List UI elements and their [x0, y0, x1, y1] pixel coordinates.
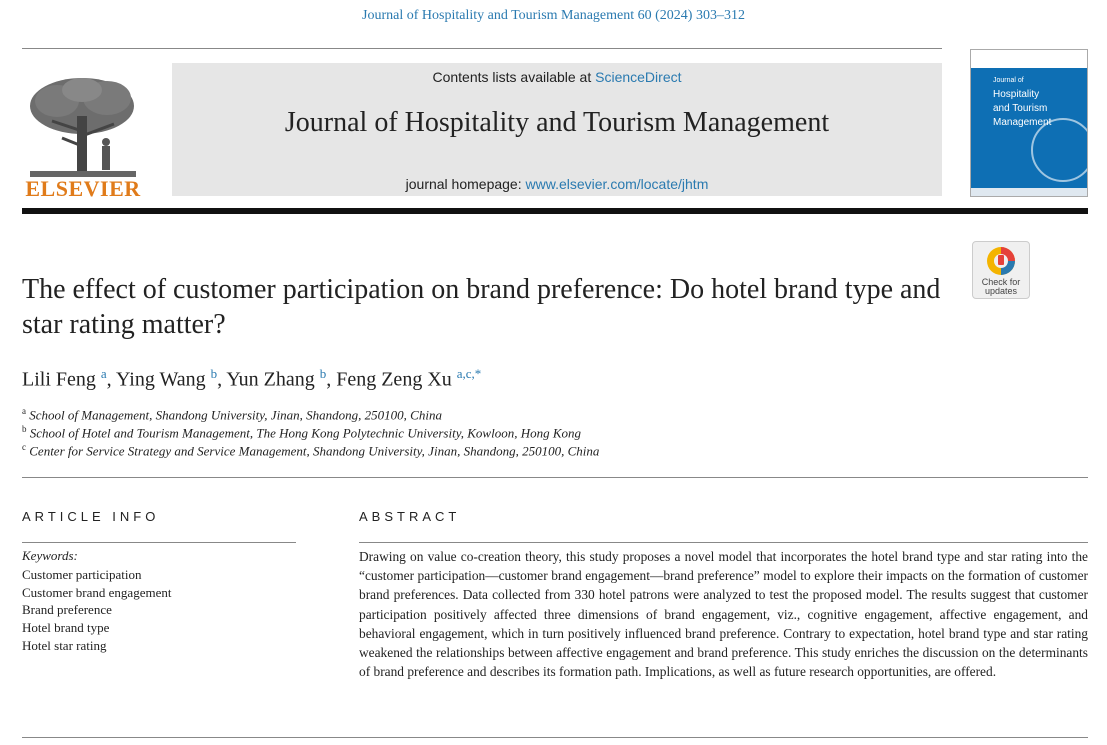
- author-affiliation-mark[interactable]: b: [210, 366, 218, 381]
- article-info-divider: [22, 542, 296, 543]
- check-updates-icon: [987, 247, 1015, 275]
- article-title: The effect of customer participation on …: [22, 274, 941, 340]
- author-name[interactable]: Yun Zhang: [226, 368, 315, 391]
- homepage-line: journal homepage: www.elsevier.com/locat…: [172, 176, 942, 192]
- check-for-updates-button[interactable]: Check for updates: [972, 241, 1030, 299]
- affiliation-text: School of Hotel and Tourism Management, …: [29, 425, 582, 441]
- cover-header-strip: [971, 50, 1087, 68]
- affiliation-text: Center for Service Strategy and Service …: [29, 443, 600, 459]
- top-divider: [22, 48, 942, 49]
- cover-graphic: [1031, 118, 1087, 182]
- cover-line-1: Journal of: [993, 77, 1024, 84]
- cover-line-3: and Tourism: [993, 103, 1048, 114]
- journal-cover-thumbnail[interactable]: Journal of Hospitality and Tourism Manag…: [970, 49, 1088, 197]
- journal-banner: Contents lists available at ScienceDirec…: [172, 63, 942, 196]
- header-thick-divider: [22, 208, 1088, 214]
- keyword-item: Brand preference: [22, 602, 112, 618]
- author-list: Lili Feng a, Ying Wang b, Yun Zhang b, F…: [22, 366, 482, 391]
- author-affiliation-mark[interactable]: a,c,*: [456, 366, 482, 381]
- affiliation-mark: a: [22, 406, 26, 416]
- author-name[interactable]: Lili Feng: [22, 368, 96, 391]
- cover-title: Journal of Hospitality and Tourism Manag…: [993, 74, 1081, 130]
- elsevier-tree-logo: [30, 78, 136, 177]
- affiliation-mark: b: [22, 424, 27, 434]
- author-affiliation-mark[interactable]: b: [319, 366, 327, 381]
- check-updates-label: Check for updates: [981, 277, 1021, 296]
- keyword-item: Hotel brand type: [22, 620, 110, 636]
- author-affiliation-mark[interactable]: a: [100, 366, 107, 381]
- contents-prefix: Contents lists available at: [432, 69, 596, 85]
- homepage-prefix: journal homepage:: [405, 176, 526, 192]
- cover-line-2: Hospitality: [993, 89, 1040, 100]
- affiliation-a: a School of Management, Shandong Univers…: [22, 406, 1022, 423]
- keywords-label: Keywords:: [22, 548, 78, 563]
- keyword-item: Hotel star rating: [22, 637, 107, 653]
- cover-footer-strip: [971, 188, 1087, 196]
- bottom-divider: [22, 737, 1088, 738]
- sciencedirect-link[interactable]: ScienceDirect: [595, 69, 682, 85]
- affiliation-mark: c: [22, 442, 26, 452]
- article-info-heading: ARTICLE INFO: [22, 509, 160, 524]
- keywords-list: Customer participation Customer brand en…: [22, 566, 171, 655]
- keyword-item: Customer brand engagement: [22, 584, 172, 600]
- author-name[interactable]: Ying Wang: [115, 368, 206, 391]
- homepage-link[interactable]: www.elsevier.com/locate/jhtm: [525, 176, 709, 192]
- affiliation-b: b School of Hotel and Tourism Management…: [22, 424, 1022, 441]
- affiliation-text: School of Management, Shandong Universit…: [29, 407, 442, 423]
- abstract-divider: [359, 542, 1088, 543]
- abstract-text: Drawing on value co-creation theory, thi…: [359, 549, 1088, 680]
- keyword-item: Customer participation: [22, 567, 142, 582]
- contents-line: Contents lists available at ScienceDirec…: [172, 69, 942, 85]
- section-divider: [22, 477, 1088, 478]
- abstract-heading: ABSTRACT: [359, 509, 461, 524]
- affiliation-c: c Center for Service Strategy and Servic…: [22, 442, 1022, 459]
- journal-title: Journal of Hospitality and Tourism Manag…: [284, 107, 830, 138]
- journal-citation: Journal of Hospitality and Tourism Manag…: [362, 8, 745, 23]
- cover-line-4: Management: [993, 117, 1052, 128]
- author-name[interactable]: Feng Zeng Xu: [336, 368, 452, 391]
- publisher-wordmark: ELSEVIER: [25, 176, 141, 201]
